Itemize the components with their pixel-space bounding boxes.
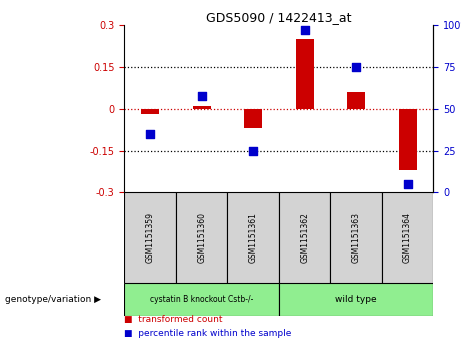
Text: ■  transformed count: ■ transformed count — [124, 315, 223, 324]
Text: GSM1151360: GSM1151360 — [197, 212, 206, 263]
Text: GSM1151359: GSM1151359 — [146, 212, 155, 263]
Bar — [347, 92, 365, 109]
Bar — [296, 39, 313, 109]
Bar — [382, 192, 433, 283]
Bar — [141, 109, 159, 114]
Point — [147, 131, 154, 137]
Text: GSM1151361: GSM1151361 — [248, 212, 258, 263]
Text: GSM1151362: GSM1151362 — [300, 212, 309, 263]
Text: cystatin B knockout Cstb-/-: cystatin B knockout Cstb-/- — [150, 295, 254, 304]
Bar — [279, 192, 331, 283]
Title: GDS5090 / 1422413_at: GDS5090 / 1422413_at — [206, 11, 352, 24]
Text: wild type: wild type — [335, 295, 377, 304]
Text: ■  percentile rank within the sample: ■ percentile rank within the sample — [124, 330, 292, 338]
Point — [198, 93, 206, 98]
Bar — [399, 109, 417, 170]
Bar — [124, 283, 279, 316]
Bar — [193, 106, 211, 109]
Point — [404, 181, 411, 187]
Bar — [331, 192, 382, 283]
Point — [249, 148, 257, 154]
Text: GSM1151363: GSM1151363 — [352, 212, 361, 263]
Bar — [279, 283, 433, 316]
Bar — [244, 109, 262, 129]
Text: GSM1151364: GSM1151364 — [403, 212, 412, 263]
Text: genotype/variation ▶: genotype/variation ▶ — [5, 295, 100, 304]
Bar — [176, 192, 227, 283]
Bar — [227, 192, 279, 283]
Point — [301, 28, 308, 33]
Point — [352, 64, 360, 70]
Bar — [124, 192, 176, 283]
